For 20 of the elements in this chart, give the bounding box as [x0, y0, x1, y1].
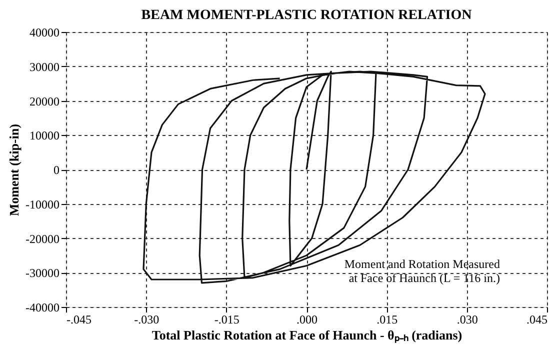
chart-title: BEAM MOMENT-PLASTIC ROTATION RELATION	[141, 8, 472, 23]
x-tick-label: .030	[456, 312, 478, 326]
x-tick-label: .045	[526, 312, 548, 326]
y-tick-label: -40000	[26, 300, 60, 314]
y-tick-label: 20000	[30, 94, 60, 108]
x-tick-label: -.015	[214, 312, 240, 326]
annotation: Moment and Rotation Measured at Face of Haunch (L = 116 in.)	[344, 257, 500, 285]
y-axis-title: Moment (kip-in)	[6, 124, 22, 216]
x-tick-label: -.045	[66, 312, 92, 326]
x-tick-label: .000	[296, 312, 318, 326]
x-axis-title: Total Plastic Rotation at Face of Haunch - θₚ₋ₕ (radians)	[152, 328, 462, 344]
y-tick-label: -10000	[26, 197, 60, 212]
x-tick-label: -.030	[134, 312, 160, 326]
y-tick-label: -30000	[26, 266, 60, 280]
y-tick-label: 40000	[30, 26, 60, 40]
y-tick-label: 10000	[30, 128, 60, 143]
y-tick-label: -20000	[26, 232, 60, 246]
x-tick-label: .015	[376, 312, 398, 326]
y-tick-label: 0	[54, 163, 60, 177]
y-tick-label: 30000	[30, 60, 60, 74]
